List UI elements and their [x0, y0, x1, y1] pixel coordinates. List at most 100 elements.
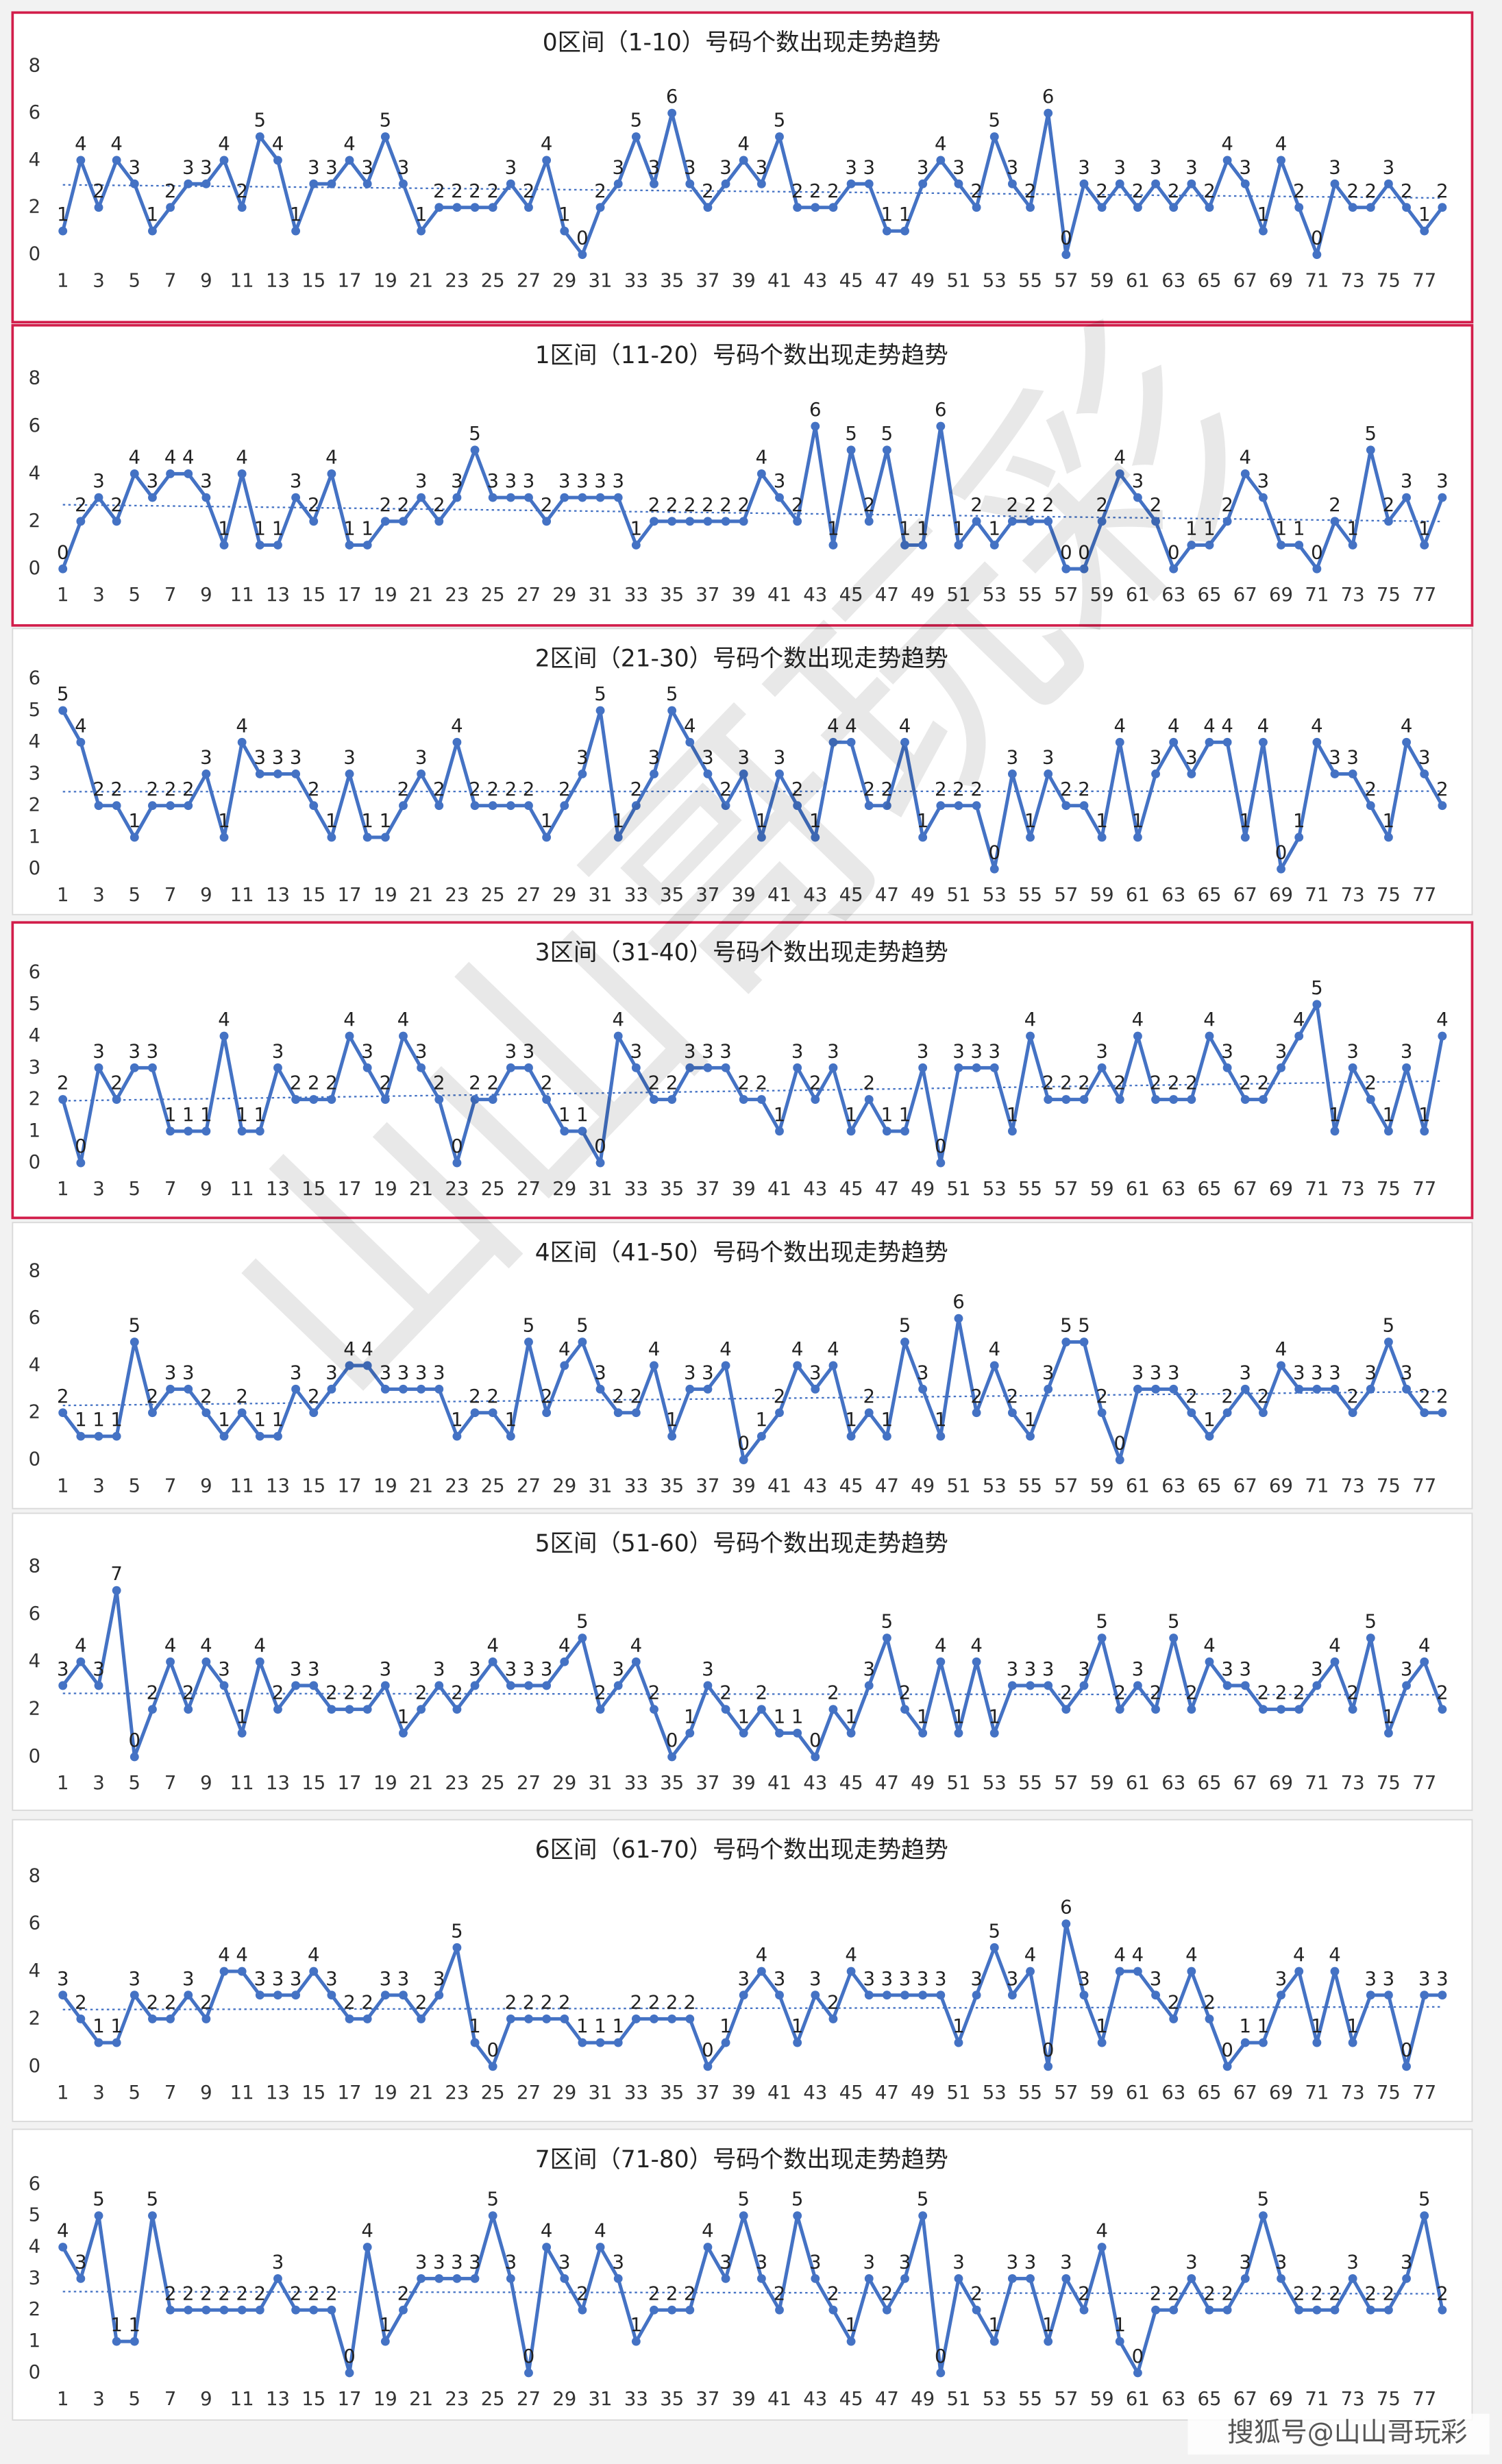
- data-label: 3: [1150, 747, 1161, 769]
- point-marker: [1330, 179, 1340, 188]
- x-tick-label: 35: [660, 1772, 684, 1794]
- point-marker: [560, 801, 569, 811]
- data-label: 0: [666, 1729, 678, 1751]
- series-line: [61, 1588, 1444, 1759]
- x-tick-label: 1: [57, 270, 69, 292]
- point-marker: [595, 493, 605, 502]
- point-marker: [936, 421, 946, 431]
- data-label: 2: [630, 778, 642, 800]
- x-tick-label: 57: [1054, 584, 1078, 606]
- point-marker: [380, 1681, 390, 1690]
- point-marker: [1007, 1991, 1017, 2000]
- x-tick-label: 73: [1341, 884, 1365, 906]
- x-tick-label: 37: [695, 1772, 719, 1794]
- data-label: 2: [1436, 180, 1448, 202]
- point-marker: [1259, 226, 1268, 236]
- point-marker: [721, 179, 730, 188]
- data-label: 3: [325, 1968, 337, 1990]
- point-marker: [94, 1431, 103, 1441]
- data-label: 2: [648, 494, 660, 516]
- x-tick-label: 29: [552, 2388, 576, 2410]
- point-marker: [470, 2038, 480, 2047]
- data-label: 2: [863, 778, 874, 800]
- point-marker: [237, 2305, 247, 2315]
- point-marker: [685, 1384, 695, 1394]
- chart-panel: [11, 11, 1474, 323]
- x-tick-label: 53: [983, 584, 1007, 606]
- chart-title: 5区间（51-60）号码个数出现走势趋势: [535, 1530, 948, 1557]
- x-tick-label: 63: [1161, 270, 1185, 292]
- data-label: 2: [164, 1991, 176, 2013]
- data-label: 1: [630, 518, 642, 540]
- x-tick-label: 31: [589, 2388, 613, 2410]
- point-marker: [309, 801, 319, 811]
- x-tick-label: 69: [1269, 1475, 1293, 1497]
- point-marker: [488, 1408, 497, 1418]
- data-label: 3: [541, 1658, 552, 1680]
- x-tick-label: 53: [983, 2388, 1007, 2410]
- data-label: 3: [1401, 1658, 1412, 1680]
- x-tick-label: 41: [767, 884, 791, 906]
- point-marker: [1240, 833, 1250, 842]
- x-tick-label: 71: [1305, 1475, 1329, 1497]
- point-marker: [1222, 737, 1232, 747]
- data-label: 6: [1042, 86, 1054, 108]
- data-label: 1: [774, 1705, 785, 1727]
- x-tick-label: 15: [301, 1772, 325, 1794]
- point-marker: [94, 1681, 103, 1690]
- point-marker: [882, 1634, 891, 1642]
- footer-background: [1187, 2413, 1490, 2455]
- point-marker: [345, 1031, 354, 1041]
- x-tick-label: 27: [517, 2082, 541, 2104]
- data-label: 2: [791, 494, 803, 516]
- data-label: 1: [147, 204, 158, 225]
- data-label: 2: [594, 1682, 606, 1704]
- point-marker: [918, 1063, 928, 1072]
- point-marker: [417, 493, 426, 502]
- data-label: 2: [612, 1385, 624, 1407]
- x-tick-label: 71: [1305, 2388, 1329, 2410]
- point-marker: [470, 1408, 480, 1418]
- data-label: 3: [361, 1040, 373, 1062]
- point-marker: [1169, 1634, 1179, 1642]
- data-label: 4: [218, 1944, 230, 1966]
- data-label: 3: [308, 156, 319, 178]
- data-label: 2: [182, 1682, 194, 1704]
- point-marker: [345, 541, 354, 550]
- point-marker: [703, 1384, 713, 1394]
- x-tick-label: 51: [946, 1475, 970, 1497]
- data-label: 2: [1365, 1072, 1377, 1094]
- point-marker: [1061, 564, 1071, 574]
- data-label: 2: [863, 1072, 874, 1094]
- data-label: 2: [1436, 1682, 1448, 1704]
- data-label: 2: [397, 778, 409, 800]
- data-label: 3: [1007, 156, 1018, 178]
- point-marker: [578, 769, 587, 778]
- point-marker: [345, 1361, 354, 1370]
- x-tick-label: 39: [732, 270, 756, 292]
- point-marker: [1438, 801, 1447, 811]
- point-marker: [130, 179, 139, 188]
- x-tick-label: 41: [767, 1772, 791, 1794]
- data-label: 0: [1060, 227, 1072, 249]
- x-tick-label: 3: [93, 270, 104, 292]
- data-label: 0: [451, 1135, 463, 1157]
- data-label: 3: [523, 470, 534, 492]
- data-label: 4: [451, 715, 463, 737]
- data-label: 4: [1240, 447, 1251, 469]
- data-label: 4: [1221, 715, 1233, 737]
- data-label: 4: [218, 133, 230, 155]
- data-label: 3: [1132, 470, 1144, 492]
- point-marker: [273, 1705, 282, 1714]
- point-marker: [918, 833, 928, 842]
- data-label: 2: [1096, 494, 1107, 516]
- data-label: 5: [791, 2189, 803, 2210]
- data-label: 3: [988, 1040, 1000, 1062]
- chart-title: 0区间（1-10）号码个数出现走势趋势: [543, 29, 941, 57]
- point-marker: [811, 203, 820, 212]
- y-tick-label: 5: [29, 2204, 40, 2226]
- data-label: 6: [935, 399, 946, 421]
- point-marker: [703, 203, 713, 212]
